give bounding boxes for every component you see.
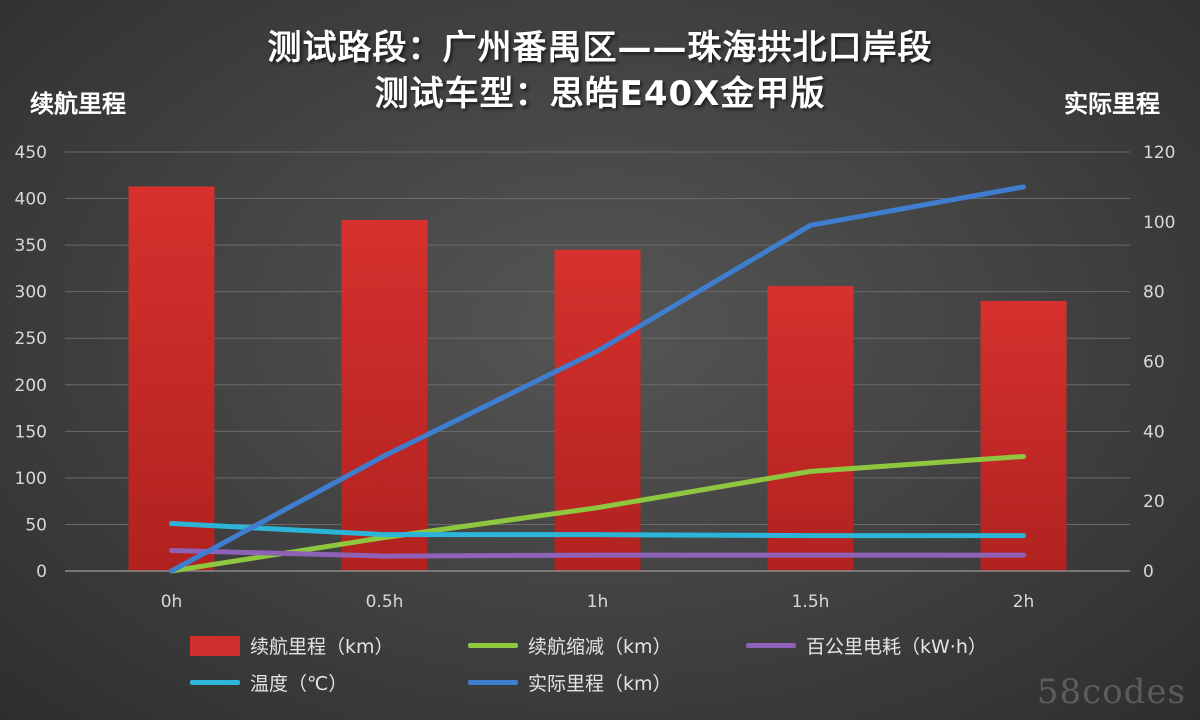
series-line [169,184,1026,574]
series-line [169,453,1026,574]
y-left-tick-label: 300 [15,283,47,303]
chart-title: 测试路段：广州番禺区——珠海拱北口岸段 [267,28,933,68]
y-left-tick-label: 400 [15,190,47,210]
legend-item: 实际里程（km） [468,669,746,696]
x-tick-label: 2h [1013,592,1035,612]
legend-swatch [468,643,518,648]
legend-item: 续航里程（km） [190,632,468,659]
x-tick-label: 0h [161,592,183,612]
bar [341,219,428,571]
legend-item: 续航缩减（km） [468,632,746,659]
y-left-tick-label: 150 [15,422,47,442]
y-right-tick-label: 100 [1143,213,1175,233]
series-line [169,548,1026,559]
legend-item: 温度（℃） [190,669,468,696]
watermark: 58codes [1036,672,1186,712]
bar [980,300,1067,571]
bar [767,286,854,571]
series-line [169,521,1026,539]
legend-label: 续航缩减（km） [528,636,672,658]
y-left-tick-label: 450 [15,143,47,163]
y-left-tick-label: 50 [25,515,47,535]
y-right-tick-label: 120 [1143,143,1175,163]
chart-subtitle: 测试车型：思皓E40X金甲版 [374,74,826,114]
legend-label: 温度（℃） [250,673,348,695]
legend-swatch [468,680,518,685]
legend-label: 百公里电耗（kW·h） [806,636,987,658]
y-axis-right-title: 实际里程 [1064,90,1160,118]
chart-legend: 续航里程（km） 续航缩减（km） 百公里电耗（kW·h） 温度（℃） 实际里程（km） [190,632,1090,696]
legend-label: 续航里程（km） [250,636,394,658]
y-right-tick-label: 40 [1143,422,1165,442]
y-left-tick-label: 200 [15,376,47,396]
y-right-tick-label: 0 [1143,562,1154,582]
x-tick-label: 1h [587,592,609,612]
y-axis-left-title: 续航里程 [30,90,126,118]
legend-swatch [190,635,240,656]
y-left-tick-label: 250 [15,329,47,349]
legend-label: 实际里程（km） [528,673,672,695]
y-right-tick-label: 60 [1143,353,1165,373]
y-left-tick-label: 100 [15,469,47,489]
y-right-tick-label: 20 [1143,492,1165,512]
legend-swatch [746,643,796,648]
y-left-tick-label: 350 [15,236,47,256]
legend-swatch [190,680,240,685]
y-right-tick-label: 80 [1143,283,1165,303]
x-tick-label: 1.5h [792,592,830,612]
y-left-tick-label: 0 [36,562,47,582]
legend-item: 百公里电耗（kW·h） [746,632,1024,659]
bar [128,186,215,571]
bar [554,249,641,571]
x-tick-label: 0.5h [366,592,404,612]
